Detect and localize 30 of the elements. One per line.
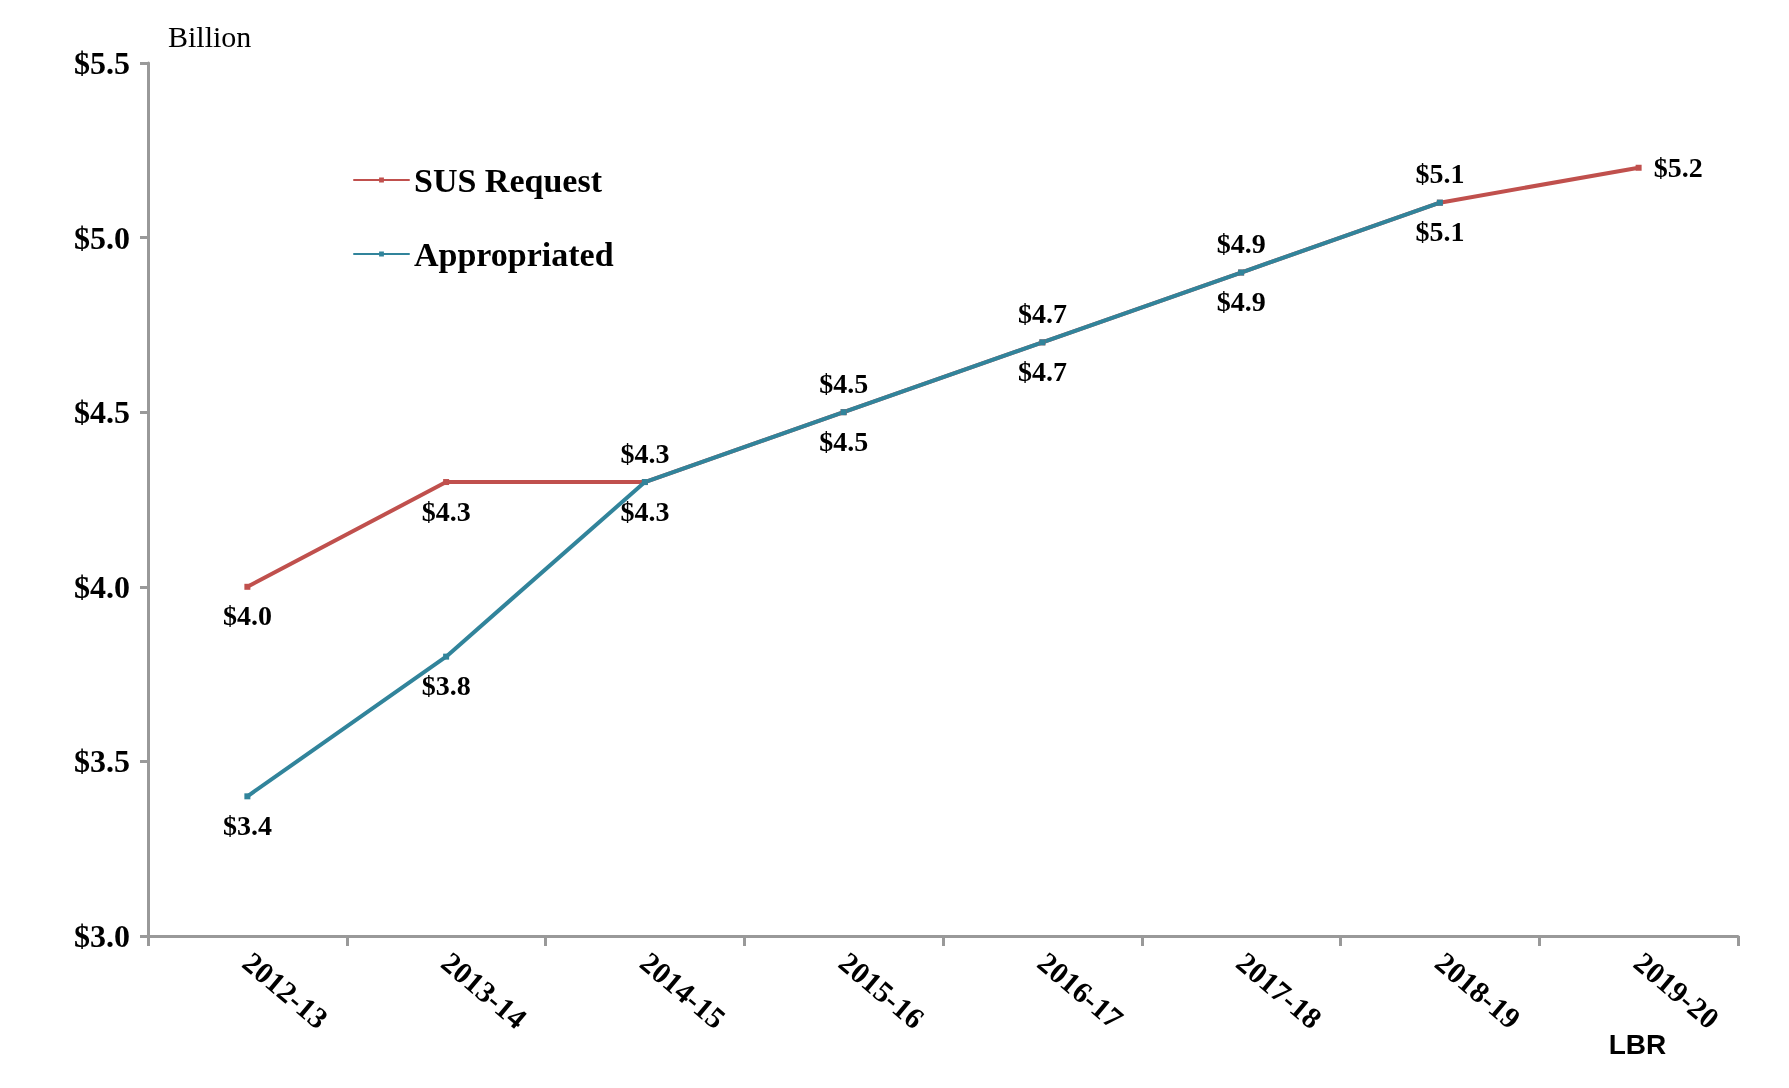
- y-tick-label: $5.5: [74, 45, 130, 81]
- y-tick-label: $4.0: [74, 568, 130, 605]
- data-label: $4.9: [1216, 228, 1266, 260]
- point: [443, 653, 450, 660]
- data-label: $4.5: [819, 425, 869, 457]
- point: [244, 583, 251, 590]
- data-label: $5.1: [1415, 216, 1465, 248]
- data-label: $4.5: [819, 367, 869, 399]
- data-label: $4.3: [620, 495, 670, 527]
- legend-label: Appropriated: [414, 235, 614, 273]
- y-tick-label: $4.5: [74, 394, 130, 431]
- y-tick-label: $5.0: [74, 219, 130, 256]
- data-label: $3.8: [421, 670, 471, 702]
- data-label: $4.7: [1017, 355, 1067, 387]
- data-label: $4.9: [1216, 286, 1266, 318]
- y-tick-label: $3.0: [74, 918, 130, 954]
- data-label: $5.2: [1653, 152, 1703, 184]
- data-label: $4.3: [421, 495, 471, 527]
- point: [244, 793, 251, 800]
- point: [1635, 164, 1642, 171]
- data-label: $3.4: [222, 809, 272, 841]
- point: [443, 479, 450, 486]
- data-label: $4.0: [222, 600, 272, 632]
- data-label: $4.3: [620, 437, 670, 469]
- data-label: $4.7: [1017, 297, 1067, 329]
- y-tick-label: $3.5: [74, 743, 130, 780]
- y-axis-title: Billion: [168, 19, 252, 53]
- data-label: $5.1: [1415, 158, 1465, 190]
- legend-label: SUS Request: [414, 161, 603, 199]
- text: LBR: [1608, 1028, 1667, 1060]
